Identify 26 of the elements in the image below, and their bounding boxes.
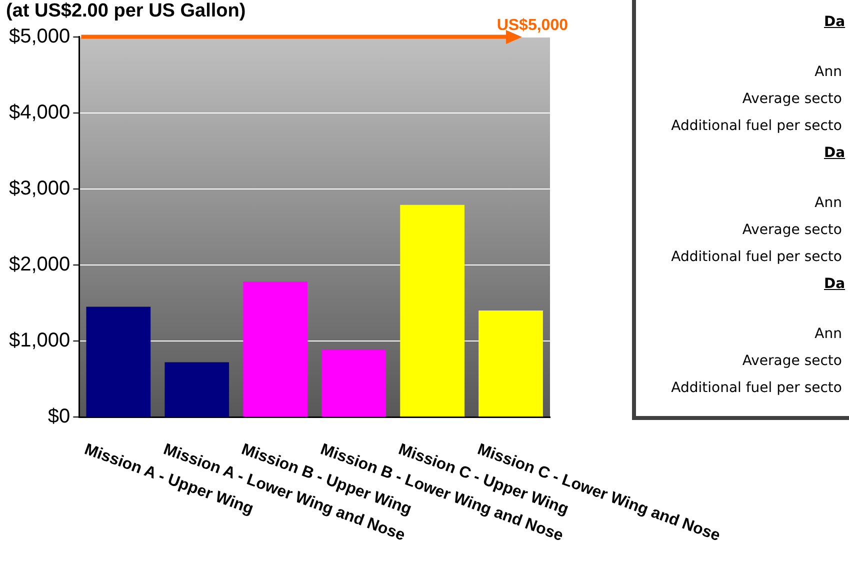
text: Da: [823, 276, 846, 294]
chart-title: (at US$2.00 per US Gallon): [6, 0, 246, 22]
bar: [164, 362, 230, 416]
y-tick-label: $1,000: [9, 329, 70, 352]
text: Da: [823, 145, 846, 163]
bar: [400, 204, 464, 416]
y-tick-label: $0: [48, 406, 70, 428]
ref-line-label: US$5,000: [496, 17, 568, 34]
text: Ann: [814, 326, 843, 344]
y-tick-label: $4,000: [9, 101, 70, 124]
text: Ann: [814, 195, 843, 213]
text: Da: [823, 14, 846, 32]
text: Average secto: [741, 91, 843, 109]
text: Ann: [814, 64, 843, 82]
bar: [86, 306, 151, 416]
text: Average secto: [741, 353, 843, 371]
bar: [322, 349, 386, 416]
text: Additional fuel per secto: [670, 118, 843, 136]
y-tick-label: $5,000: [9, 25, 70, 48]
text: Average secto: [741, 222, 843, 240]
text: Additional fuel per secto: [670, 249, 843, 267]
y-tick-label: $2,000: [9, 253, 70, 276]
y-tick-label: $3,000: [9, 177, 70, 200]
text: Additional fuel per secto: [670, 380, 843, 398]
bar: [243, 282, 308, 416]
bar: [478, 310, 543, 416]
